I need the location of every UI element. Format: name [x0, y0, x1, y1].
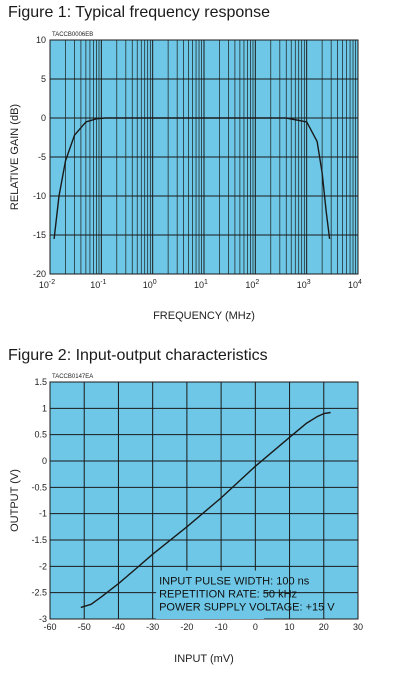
- x-tick-label: -10: [215, 622, 228, 632]
- x-tick-label: -40: [112, 622, 125, 632]
- y-tick-label: -10: [33, 191, 46, 201]
- x-tick-label: 102: [245, 279, 259, 290]
- y-tick-label: 5: [41, 74, 46, 84]
- x-tick-label: 0: [253, 622, 258, 632]
- figure-1-title: Figure 1: Typical frequency response: [8, 4, 271, 21]
- x-axis-label: FREQUENCY (MHz): [153, 310, 255, 322]
- x-tick-label: -50: [78, 622, 91, 632]
- annotation-text: INPUT PULSE WIDTH: 100 ns: [159, 576, 310, 588]
- series-line: [80, 411, 331, 609]
- y-tick-label: 1.5: [34, 377, 47, 387]
- x-tick-label: 104: [348, 279, 362, 290]
- y-tick-label: -5: [38, 152, 46, 162]
- y-tick-label: 0: [41, 113, 46, 123]
- y-tick-label: 1: [42, 403, 47, 413]
- figure-2-title: Figure 2: Input-output characteristics: [8, 347, 268, 364]
- y-axis-label: OUTPUT (V): [9, 469, 21, 532]
- x-tick-label: 103: [297, 279, 311, 290]
- x-tick-label: 100: [143, 279, 157, 290]
- y-tick-label: 10: [36, 35, 46, 45]
- x-tick-label: 10-1: [90, 279, 106, 290]
- y-axis-label: RELATIVE GAIN (dB): [9, 104, 21, 210]
- annotation-box: [156, 570, 265, 619]
- x-tick-label: 10-2: [39, 279, 55, 290]
- x-axis-label: INPUT (mV): [174, 653, 234, 665]
- y-tick-label: -1.5: [31, 535, 47, 545]
- x-tick-label: 101: [194, 279, 208, 290]
- y-tick-label: 0: [42, 456, 47, 466]
- annotation-text: POWER SUPPLY VOLTAGE: +15 V: [159, 602, 335, 614]
- y-tick-label: -0.5: [31, 482, 47, 492]
- annotation-text: REPETITION RATE: 50 kHz: [159, 589, 297, 601]
- x-tick-label: 10: [285, 622, 295, 632]
- y-tick-label: -15: [33, 230, 46, 240]
- y-tick-label: -20: [33, 269, 46, 279]
- chart-code: TACCB0147EA: [52, 374, 93, 380]
- x-tick-label: 20: [319, 622, 329, 632]
- y-tick-label: -1: [39, 509, 47, 519]
- chart-code: TACCB0006EB: [52, 32, 93, 38]
- x-tick-label: 30: [353, 622, 363, 632]
- y-tick-label: -2: [39, 561, 47, 571]
- series-line: [53, 117, 331, 239]
- x-tick-label: -30: [146, 622, 159, 632]
- y-tick-label: 0.5: [34, 430, 47, 440]
- x-tick-label: -60: [43, 622, 56, 632]
- x-tick-label: -20: [180, 622, 193, 632]
- y-tick-label: -2.5: [31, 588, 47, 598]
- y-tick-label: -3: [39, 614, 47, 624]
